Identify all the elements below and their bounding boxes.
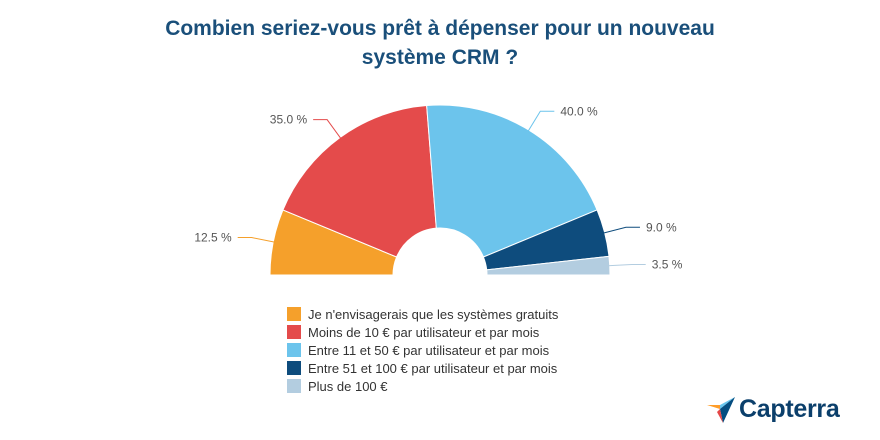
donut-slice-3 [426, 104, 598, 258]
legend-item-free: Je n'envisagerais que les systèmes gratu… [287, 305, 558, 323]
legend-item-51-100: Entre 51 et 100 € par utilisateur et par… [287, 359, 558, 377]
leader-line-4 [602, 226, 640, 234]
legend-item-over-100: Plus de 100 € [287, 377, 558, 395]
data-label-3-5: 3.5 % [652, 257, 683, 271]
legend-label: Entre 11 et 50 € par utilisateur et par … [308, 342, 550, 358]
data-label-35-0: 35.0 % [270, 113, 308, 127]
legend-item-11-50: Entre 11 et 50 € par utilisateur et par … [287, 341, 558, 359]
legend-label: Je n'envisagerais que les systèmes gratu… [308, 306, 559, 322]
capterra-wordmark: Capterra [739, 394, 840, 423]
leader-line-2 [313, 119, 342, 140]
chart-title: Combien seriez-vous prêt à dépenser pour… [0, 14, 880, 72]
legend-label: Entre 51 et 100 € par utilisateur et par… [308, 360, 558, 376]
legend-swatch [287, 361, 301, 375]
leader-line-5 [607, 263, 646, 267]
legend-swatch [287, 307, 301, 321]
data-label-12-5: 12.5 % [194, 231, 232, 245]
capterra-arrow-icon [707, 397, 735, 423]
legend-swatch [287, 379, 301, 393]
legend-item-under-10: Moins de 10 € par utilisateur et par moi… [287, 323, 558, 341]
capterra-logo: Capterra [706, 394, 840, 424]
chart-title-line-1: Combien seriez-vous prêt à dépenser pour… [165, 17, 715, 40]
donut-slice-2 [282, 104, 437, 258]
donut-slice-5 [486, 255, 611, 276]
legend-swatch [287, 325, 301, 339]
data-label-40-0: 40.0 % [560, 104, 598, 118]
legend-label: Plus de 100 € [308, 378, 388, 394]
leader-line-3 [527, 110, 555, 133]
data-label-9-0: 9.0 % [646, 220, 677, 234]
chart-title-line-2: système CRM ? [361, 46, 519, 69]
legend-label: Moins de 10 € par utilisateur et par moi… [308, 324, 540, 340]
chart-legend: Je n'envisagerais que les systèmes gratu… [287, 305, 558, 395]
legend-swatch [287, 343, 301, 357]
leader-line-1 [237, 237, 276, 243]
